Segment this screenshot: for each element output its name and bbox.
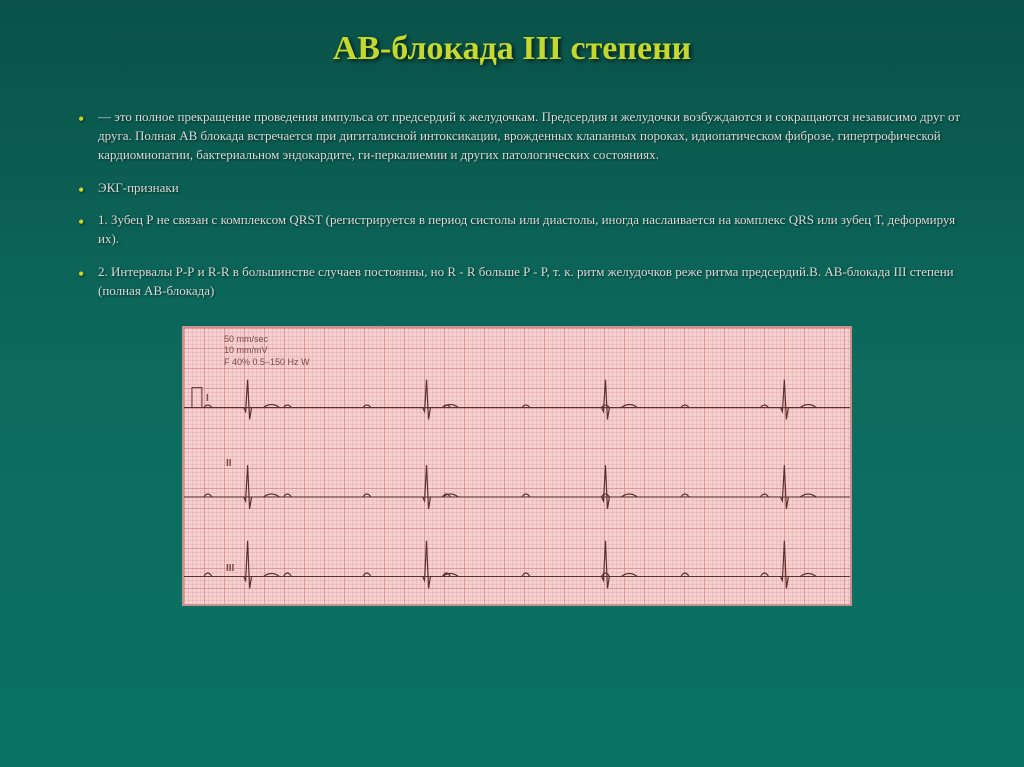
slide: АВ-блокада III степени — это полное прек… bbox=[0, 0, 1024, 767]
bullet-item: — это полное прекращение проведения импу… bbox=[70, 108, 964, 165]
bullet-item: ЭКГ-признаки bbox=[70, 179, 964, 198]
ecg-chart: 50 mm/sec 10 mm/mV F 40% 0.5–150 Hz W I … bbox=[182, 326, 852, 606]
slide-title: АВ-блокада III степени bbox=[60, 30, 964, 68]
bullet-list: — это полное прекращение проведения импу… bbox=[70, 108, 964, 301]
content-area: — это полное прекращение проведения импу… bbox=[60, 108, 964, 606]
bullet-item: 1. Зубец Р не связан с комплексом QRST (… bbox=[70, 211, 964, 249]
bullet-item: 2. Интервалы Р-Р и R-R в большинстве слу… bbox=[70, 263, 964, 301]
ecg-trace bbox=[184, 328, 850, 606]
